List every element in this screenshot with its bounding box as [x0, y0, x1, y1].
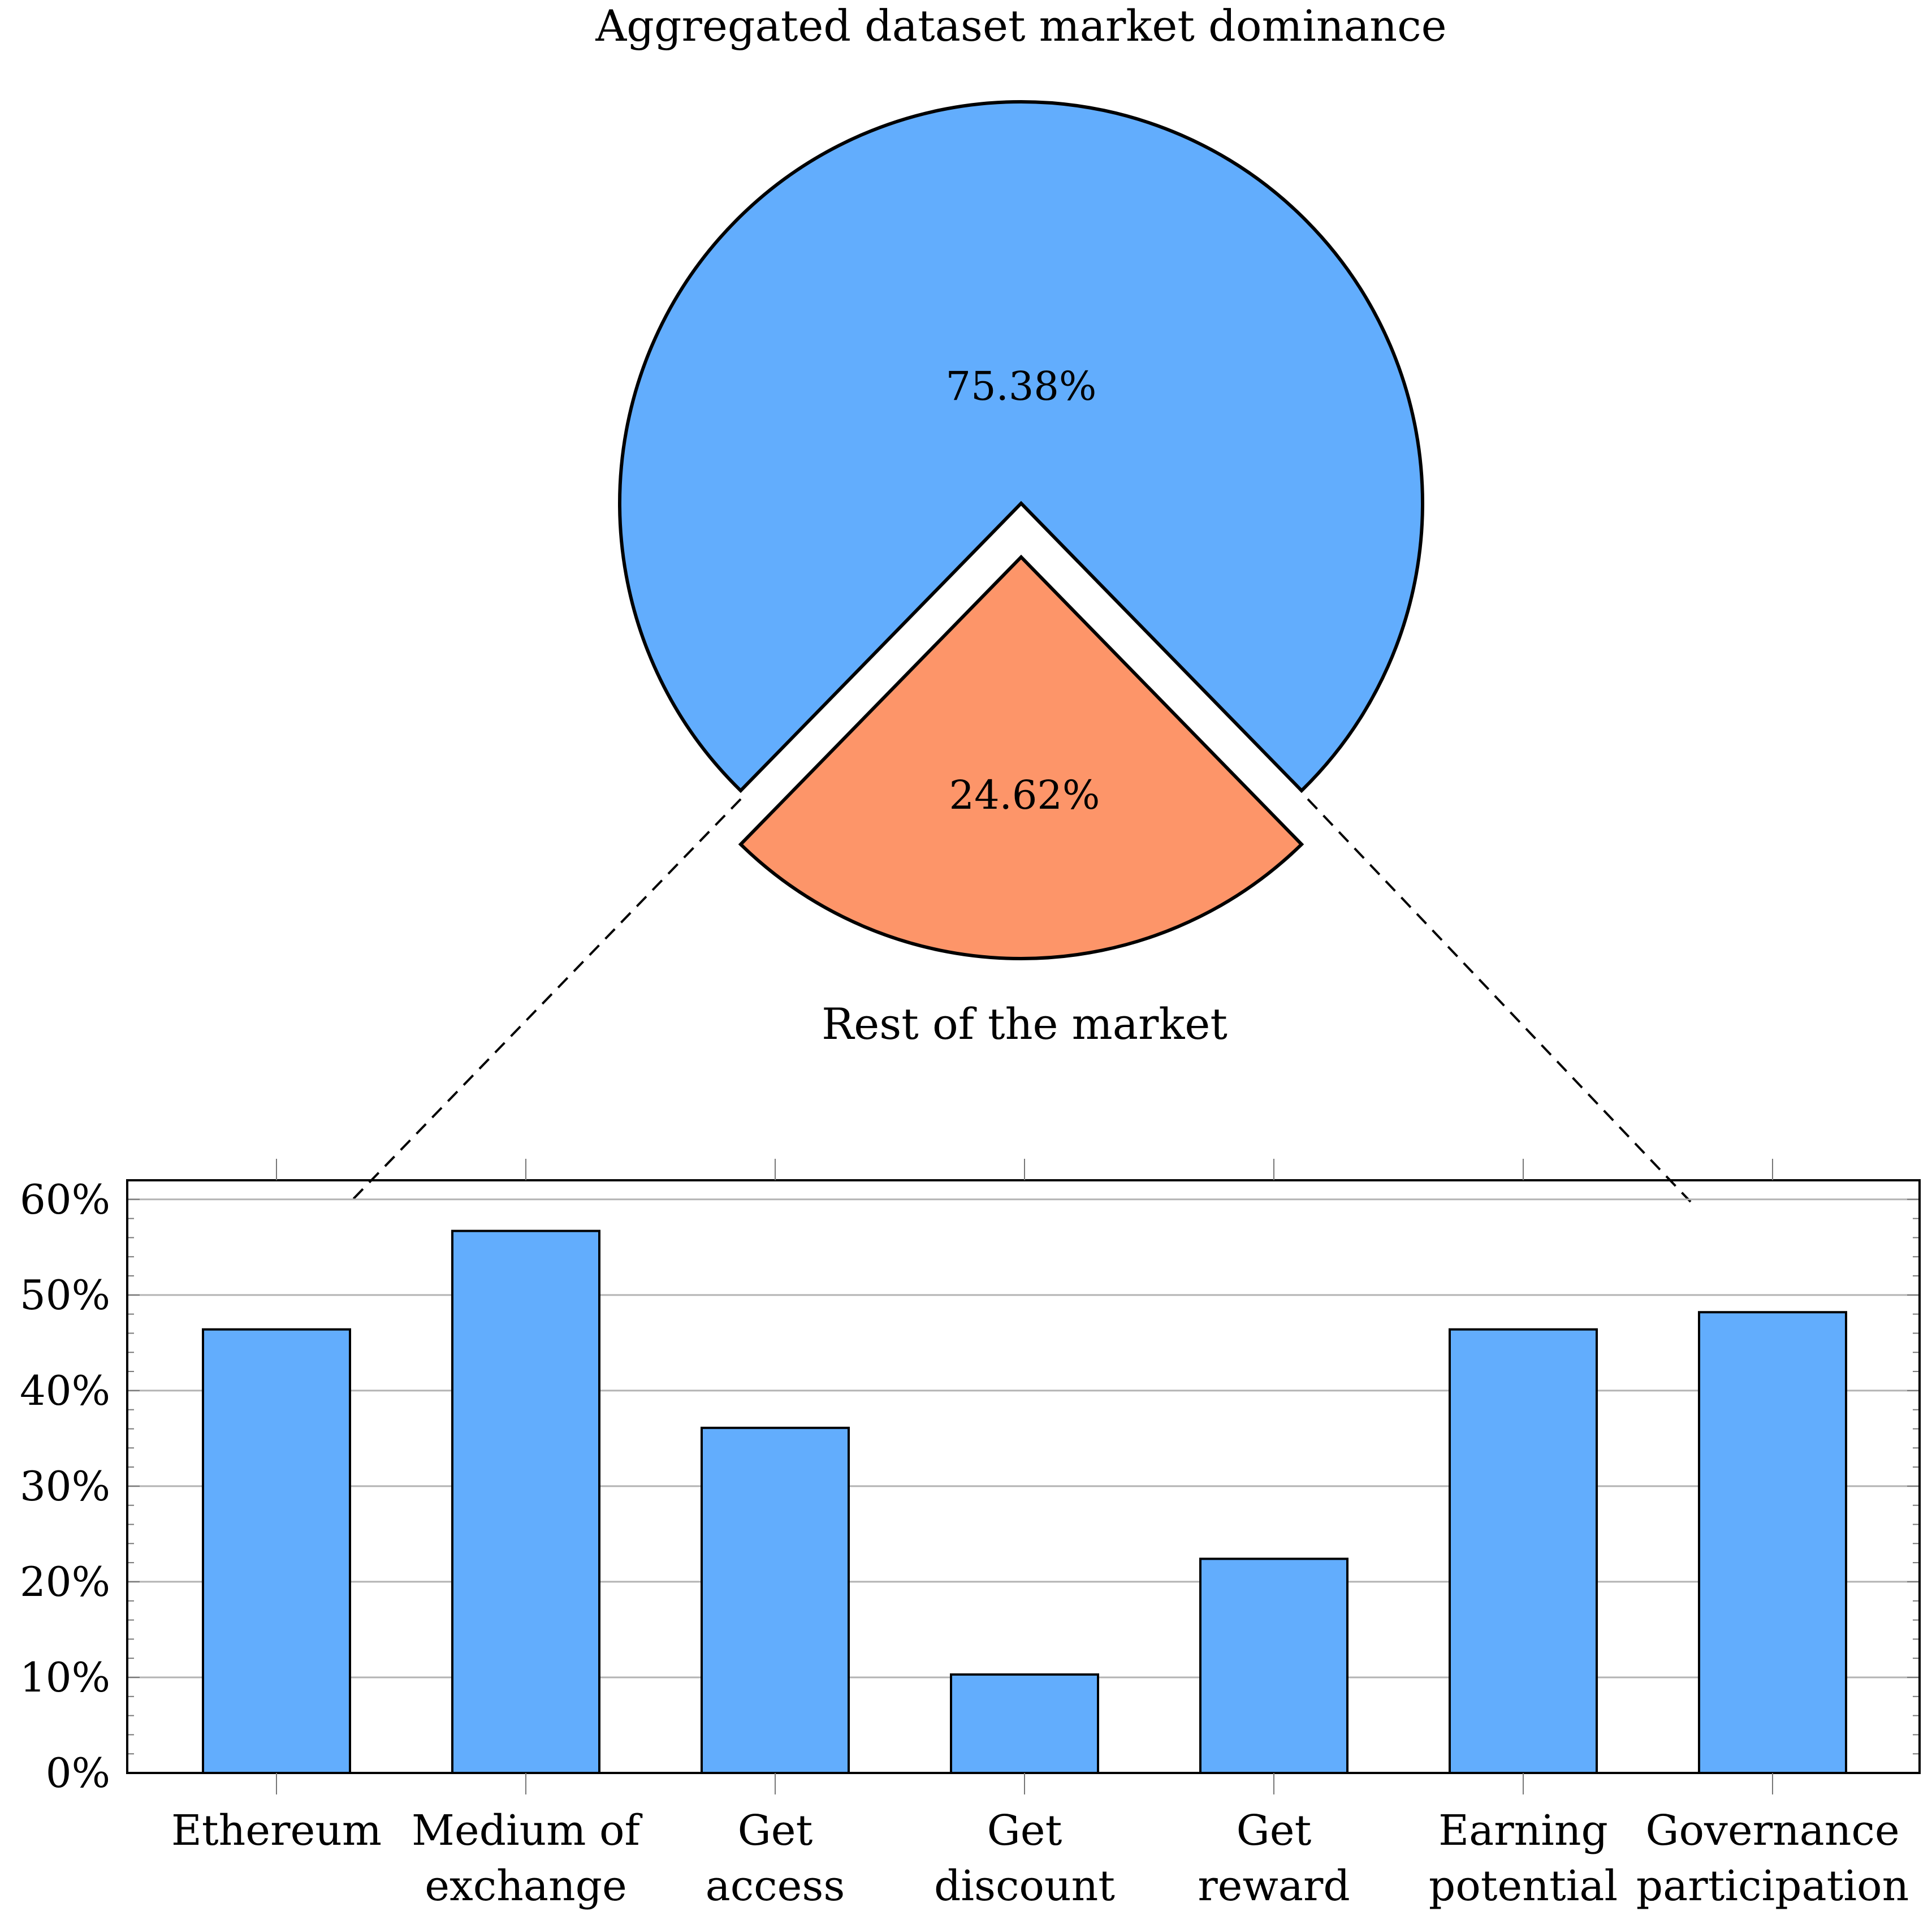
pie-slice-label-rest: Rest of the market [822, 999, 1228, 1049]
pie-value-label-main: 75.38% [946, 363, 1097, 409]
y-tick-label: 10% [20, 1654, 110, 1701]
pie-title: Aggregated dataset market dominance [595, 1, 1446, 51]
x-tick-label: Governance participation [1636, 1806, 1909, 1910]
y-tick-label: 20% [20, 1558, 110, 1606]
y-tick-label: 60% [20, 1176, 110, 1223]
zoom-connectors [349, 798, 1692, 1203]
x-tick-label: Medium of exchange [412, 1806, 643, 1910]
y-tick-label: 30% [20, 1462, 110, 1510]
pie-slice-rest [738, 554, 1304, 960]
bar [451, 1229, 600, 1775]
y-tick-label: 0% [46, 1749, 110, 1797]
pie-value-label-rest: 24.62% [949, 772, 1100, 818]
x-tick-label: Get access [706, 1806, 845, 1910]
x-tick-label: Get discount [934, 1806, 1115, 1910]
connector-left-line [349, 798, 742, 1203]
bar [202, 1328, 351, 1775]
plot-frame [126, 1179, 1921, 1774]
bar [950, 1673, 1099, 1774]
bar [1449, 1328, 1598, 1775]
pie-slice-main [618, 100, 1424, 793]
y-tick-label: 50% [20, 1271, 110, 1319]
pie-chart: 75.38% 24.62% Rest of the market [618, 100, 1424, 1049]
x-tick-label: Ethereum [171, 1806, 382, 1855]
bar [1698, 1311, 1847, 1774]
bar-chart: 0% 10% 20% 30% 40% 50% 60% Ethereum Medium of exc… [20, 1159, 1921, 1910]
bar [1199, 1557, 1348, 1774]
connector-right-line [1307, 798, 1692, 1203]
y-tick-label: 40% [20, 1367, 110, 1414]
x-tick-label: Earning potential [1429, 1806, 1618, 1910]
bar [701, 1426, 850, 1774]
x-tick-label: Get reward [1198, 1806, 1350, 1910]
